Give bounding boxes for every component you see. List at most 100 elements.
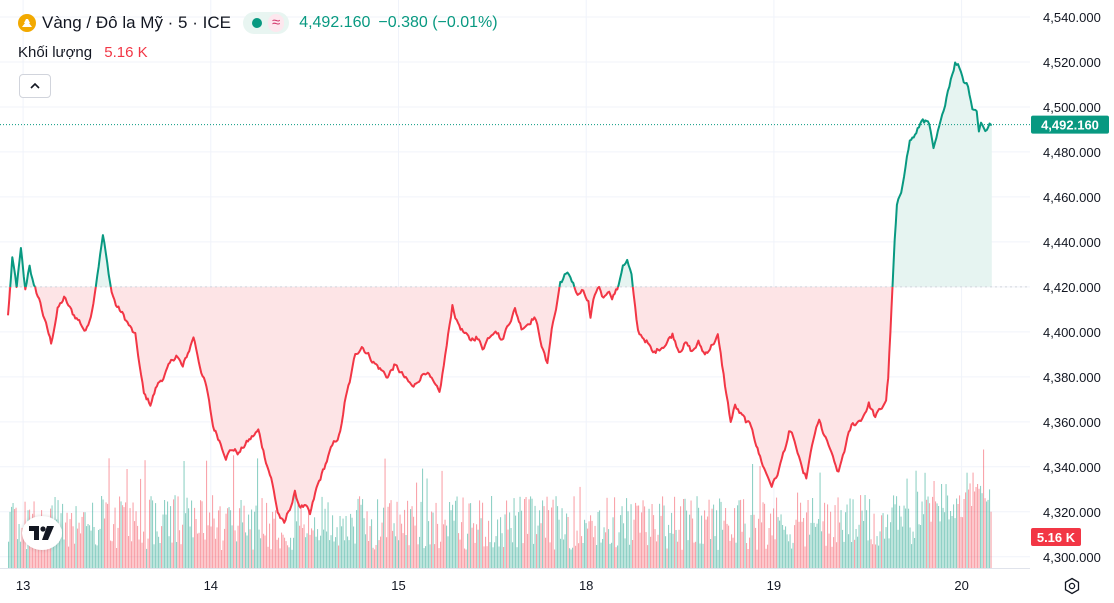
y-axis[interactable]: 4,540.000 4,520.000 4,500.000 4,480.000 4,46… bbox=[1043, 10, 1101, 565]
volume-bar bbox=[830, 511, 832, 568]
volume-bar bbox=[570, 549, 572, 568]
volume-bar bbox=[135, 511, 137, 568]
volume-bar bbox=[207, 525, 209, 568]
volume-bar bbox=[605, 532, 607, 568]
volume-bar bbox=[602, 539, 604, 568]
volume-bar bbox=[419, 536, 421, 568]
volume-bar bbox=[920, 525, 922, 568]
volume-bar bbox=[888, 538, 890, 568]
volume-bar bbox=[314, 517, 316, 568]
volume-bar bbox=[351, 517, 353, 568]
y-tick-label: 4,380.000 bbox=[1043, 370, 1101, 385]
volume-bar bbox=[917, 491, 919, 568]
volume-bar bbox=[960, 516, 962, 568]
volume-bar bbox=[789, 534, 791, 568]
volume-bar bbox=[339, 516, 341, 568]
volume-bar bbox=[347, 536, 349, 568]
volume-bar bbox=[633, 519, 635, 568]
volume-bar bbox=[618, 532, 620, 568]
volume-bar bbox=[821, 531, 823, 568]
volume-bar bbox=[143, 531, 145, 568]
volume-bar bbox=[840, 510, 842, 568]
volume-bar bbox=[228, 507, 230, 568]
volume-bar bbox=[606, 497, 608, 568]
volume-bar bbox=[753, 514, 755, 568]
gold-coin-icon bbox=[18, 14, 36, 32]
volume-bar bbox=[564, 534, 566, 568]
volume-bar bbox=[242, 522, 244, 568]
volume-bar bbox=[119, 496, 121, 568]
volume-bar bbox=[689, 514, 691, 568]
volume-bar bbox=[578, 543, 580, 568]
volume-bar bbox=[861, 510, 863, 568]
volume-bar bbox=[656, 541, 658, 568]
volume-bar bbox=[116, 548, 118, 568]
volume-bar bbox=[504, 514, 506, 568]
delay-icon[interactable]: ≈ bbox=[267, 14, 285, 32]
volume-bar bbox=[233, 455, 235, 568]
volume-bar bbox=[978, 488, 980, 568]
volume-bar bbox=[692, 518, 694, 568]
volume-bar bbox=[516, 547, 518, 568]
volume-bar bbox=[380, 536, 382, 568]
volume-bar bbox=[465, 549, 467, 568]
volume-bar bbox=[731, 534, 733, 568]
tradingview-logo[interactable] bbox=[22, 516, 62, 550]
volume-bar bbox=[393, 523, 395, 568]
market-open-dot-icon[interactable] bbox=[251, 18, 262, 28]
volume-bar bbox=[188, 508, 190, 568]
volume-bar bbox=[795, 519, 797, 568]
volume-bar bbox=[510, 528, 512, 568]
volume-bar bbox=[38, 538, 40, 568]
volume-bar bbox=[669, 533, 671, 568]
settings-gear-icon[interactable] bbox=[1063, 577, 1081, 595]
volume-bar bbox=[638, 505, 640, 568]
volume-bar bbox=[878, 545, 880, 568]
volume-bar bbox=[191, 500, 193, 568]
status-badges[interactable]: ≈ bbox=[242, 12, 290, 34]
y-tick-label: 4,360.000 bbox=[1043, 415, 1101, 430]
volume-bar bbox=[716, 510, 718, 568]
volume-bar bbox=[438, 548, 440, 568]
volume-bar bbox=[473, 523, 475, 568]
volume-bar bbox=[728, 525, 730, 568]
collapse-legend-button[interactable] bbox=[19, 74, 51, 98]
volume-bar bbox=[824, 502, 826, 568]
volume-bar bbox=[977, 484, 979, 568]
tradingview-logo-icon bbox=[29, 526, 54, 540]
volume-legend-label[interactable]: Khối lượng bbox=[18, 44, 93, 61]
volume-bar bbox=[833, 537, 835, 568]
volume-bar bbox=[416, 482, 418, 568]
volume-bar bbox=[531, 498, 533, 568]
x-axis[interactable]: 13 14 15 18 19 20 bbox=[16, 578, 969, 593]
volume-bar bbox=[882, 513, 884, 568]
volume-bar bbox=[761, 522, 763, 568]
volume-bar bbox=[185, 513, 187, 568]
volume-bar bbox=[699, 543, 701, 568]
volume-bar bbox=[195, 519, 197, 568]
volume-bar bbox=[569, 548, 571, 568]
volume-bar bbox=[162, 514, 164, 568]
volume-bar bbox=[794, 525, 796, 568]
volume-bar bbox=[342, 518, 344, 568]
volume-bar bbox=[320, 535, 322, 568]
volume-bar bbox=[674, 496, 676, 568]
x-tick-label: 13 bbox=[16, 578, 30, 593]
volume-bar bbox=[702, 543, 704, 568]
volume-bar bbox=[503, 547, 505, 568]
volume-bar bbox=[749, 537, 751, 568]
symbol-title[interactable]: Vàng / Đô la Mỹ · 5 · ICE bbox=[42, 13, 231, 32]
volume-bar bbox=[785, 526, 787, 568]
volume-bar bbox=[746, 543, 748, 568]
volume-bar bbox=[306, 533, 308, 568]
volume-bar bbox=[362, 499, 364, 568]
volume-bar bbox=[912, 531, 914, 568]
volume-bar bbox=[612, 517, 614, 568]
volume-bar bbox=[177, 496, 179, 568]
volume-bar bbox=[944, 512, 946, 568]
volume-bar bbox=[192, 537, 194, 568]
volume-bar bbox=[69, 519, 71, 568]
volume-bar bbox=[68, 546, 70, 568]
volume-bar bbox=[147, 538, 149, 568]
